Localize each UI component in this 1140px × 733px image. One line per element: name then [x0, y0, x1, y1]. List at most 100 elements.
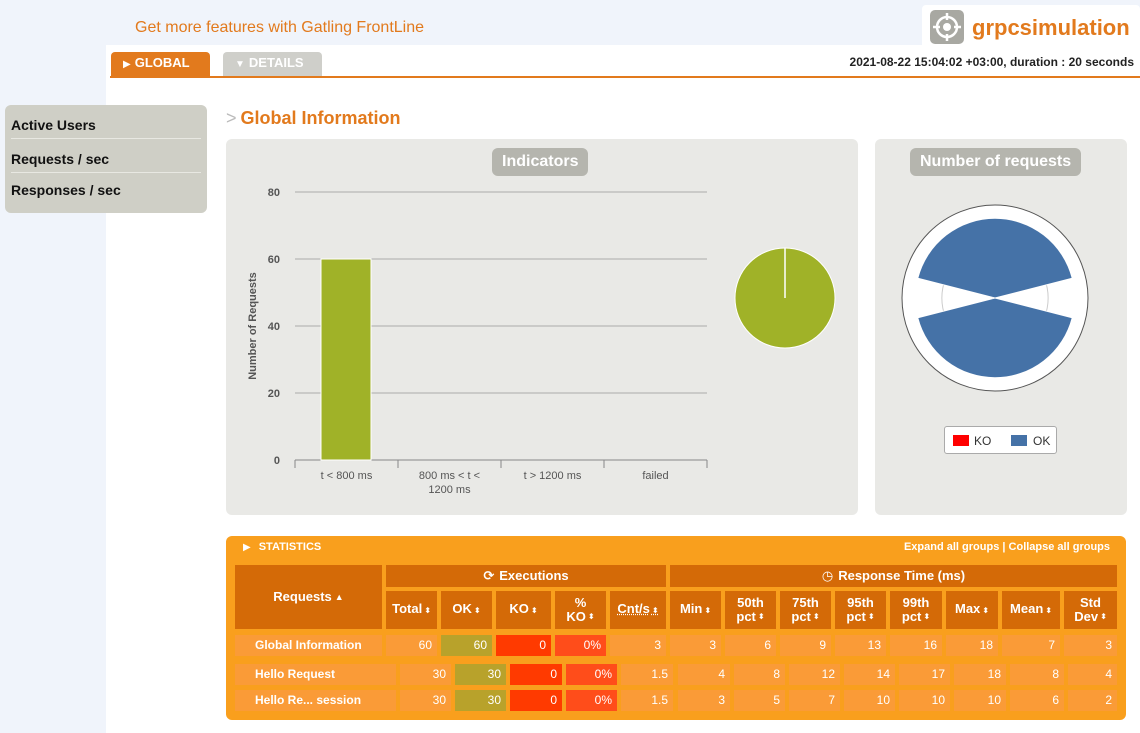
table-cell: 3	[678, 690, 730, 711]
table-cell: 30	[400, 664, 451, 685]
column-header-line2: pct ⬍	[736, 610, 764, 624]
table-row-name[interactable]: Global Information	[235, 635, 382, 656]
column-header-75th[interactable]: 75th pct ⬍	[780, 591, 831, 629]
legend-swatch-ko	[953, 435, 969, 446]
requests-polar-chart: 200	[901, 204, 1089, 392]
sidebar-item-responses-per-sec[interactable]: Responses / sec	[11, 182, 121, 198]
column-header-label: Total ⬍	[392, 601, 431, 616]
legend-label-ok[interactable]: OK	[1033, 434, 1051, 448]
table-cell: 8	[734, 664, 785, 685]
column-header-label: OK ⬍	[452, 601, 481, 616]
executions-header-label: Executions	[499, 568, 569, 583]
column-header-label: 95th	[847, 595, 874, 610]
x-tick-label: failed	[642, 470, 668, 482]
y-tick-label: 0	[274, 455, 280, 467]
column-header-min[interactable]: Min ⬍	[670, 591, 721, 629]
x-tick-label: 1200 ms	[428, 484, 471, 496]
sidebar-item-requests-per-sec[interactable]: Requests / sec	[11, 139, 201, 173]
x-tick-label: t < 800 ms	[321, 470, 373, 482]
table-cell: 12	[789, 664, 840, 685]
table-cell: 0	[496, 635, 551, 656]
requests-panel: Number of requests 200 KO OK	[875, 139, 1127, 515]
sort-icon: ⬍	[587, 612, 595, 621]
table-cell: 3	[670, 635, 721, 656]
statistics-title: STATISTICS	[258, 541, 322, 553]
table-cell: 0%	[555, 635, 606, 656]
table-cell: 10	[954, 690, 1006, 711]
column-header-std[interactable]: Std Dev ⬍	[1064, 591, 1117, 629]
column-header-max[interactable]: Max ⬍	[946, 591, 998, 629]
column-header-line2: KO ⬍	[566, 610, 594, 624]
sort-icon: ⬍	[982, 606, 989, 615]
sidebar-item-active-users[interactable]: Active Users	[11, 105, 201, 139]
collapse-all-groups-link[interactable]: Collapse all groups	[1008, 541, 1110, 553]
polar-bar	[917, 217, 1073, 299]
y-tick-label: 20	[268, 388, 280, 400]
column-header-ok[interactable]: OK ⬍	[441, 591, 492, 629]
sort-icon: ⬍	[757, 612, 765, 621]
app-logo: grpcsimulation	[922, 5, 1140, 47]
column-header-label: KO ⬍	[509, 601, 538, 616]
requests-column-header[interactable]: Requests ▲	[235, 565, 382, 629]
response-time-header-label: Response Time (ms)	[838, 568, 966, 583]
tab-global[interactable]: ▶ GLOBAL	[111, 52, 210, 76]
indicators-chart: 0 20 40 60 80 Number of Requests t < 800 ms 800…	[247, 187, 836, 496]
column-header-label-2: pct	[846, 609, 866, 624]
column-header-mean[interactable]: Mean ⬍	[1002, 591, 1060, 629]
column-header-50th[interactable]: 50th pct ⬍	[725, 591, 776, 629]
column-header-label: Cnt/s ⬍	[617, 601, 659, 616]
table-cell: 16	[890, 635, 942, 656]
refresh-icon: ⟳	[483, 568, 495, 583]
caret-right-icon: ▶	[123, 59, 131, 70]
sort-icon: ⬍	[530, 606, 538, 615]
table-cell: 0	[510, 690, 562, 711]
tab-details[interactable]: ▼ DETAILS	[223, 52, 322, 76]
tab-divider	[110, 76, 1140, 78]
bar	[320, 258, 372, 461]
sort-icon: ⬍	[812, 612, 820, 621]
sort-icon: ⬍	[923, 612, 931, 621]
column-header-total[interactable]: Total ⬍	[386, 591, 437, 629]
sort-icon: ⬍	[867, 612, 875, 621]
table-cell: 60	[441, 635, 492, 656]
indicators-heading: Indicators	[492, 148, 589, 176]
table-cell: 6	[725, 635, 776, 656]
table-cell: 4	[678, 664, 730, 685]
column-header-label-2: KO	[566, 609, 586, 624]
sort-up-icon: ▲	[334, 592, 344, 602]
table-cell: 3	[610, 635, 666, 656]
statistics-panel: ▶ STATISTICS Expand all groups | Collapse…	[226, 536, 1126, 720]
x-tick-label: t > 1200 ms	[524, 470, 582, 482]
page-title: > Global Information	[226, 108, 401, 129]
expand-all-groups-link[interactable]: Expand all groups	[903, 541, 1000, 553]
column-header-99th[interactable]: 99th pct ⬍	[890, 591, 942, 629]
table-cell: 2	[1068, 690, 1117, 711]
requests-heading: Number of requests	[910, 148, 1082, 176]
sort-icon: ⬍	[473, 606, 481, 615]
column-header-label: %	[574, 595, 587, 610]
table-cell: 60	[386, 635, 437, 656]
statistics-toggle[interactable]: ▶ STATISTICS	[243, 541, 321, 553]
table-cell: 30	[455, 690, 506, 711]
column-header-ko[interactable]: KO ⬍	[496, 591, 551, 629]
column-header-[interactable]: % KO ⬍	[555, 591, 606, 629]
column-header-label: 75th	[792, 595, 819, 610]
table-row-name[interactable]: Hello Request	[235, 664, 396, 685]
column-header-line2: pct ⬍	[902, 610, 930, 624]
table-cell: 18	[946, 635, 998, 656]
column-header-label-2: pct	[901, 609, 922, 624]
requests-legend: KO OK	[944, 426, 1057, 454]
table-cell: 0%	[566, 690, 617, 711]
tab-global-label: GLOBAL	[134, 55, 190, 70]
column-header-95th[interactable]: 95th pct ⬍	[835, 591, 886, 629]
column-header-cnts[interactable]: Cnt/s ⬍	[610, 591, 666, 629]
legend-swatch-ok	[1011, 435, 1027, 446]
legend-label-ko[interactable]: KO	[974, 434, 992, 448]
table-row-name[interactable]: Hello Re... session	[235, 690, 396, 711]
caret-down-icon: ▼	[235, 59, 245, 70]
group-links: Expand all groups | Collapse all groups	[904, 541, 1110, 553]
executions-header: ⟳ Executions	[386, 565, 666, 587]
column-header-label-2: pct	[736, 609, 756, 624]
frontline-link[interactable]: Get more features with Gatling FrontLine	[135, 19, 425, 36]
